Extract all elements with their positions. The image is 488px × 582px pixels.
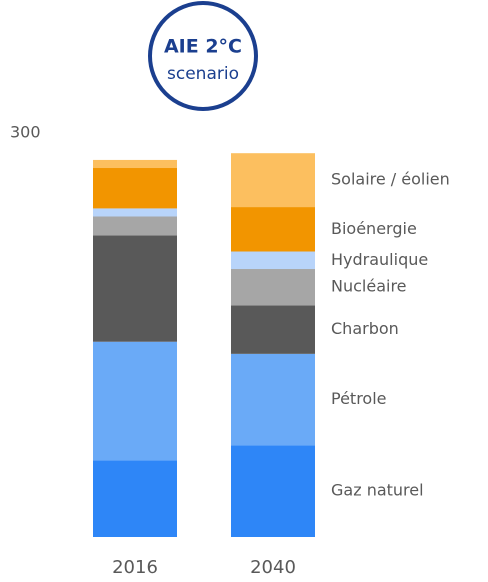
legend-label: Gaz naturel bbox=[331, 481, 424, 500]
bar-segment bbox=[93, 168, 177, 209]
bar-segment bbox=[93, 208, 177, 217]
legend-label: Pétrole bbox=[331, 389, 387, 408]
x-tick-label: 2016 bbox=[112, 557, 158, 578]
bar-segment bbox=[93, 216, 177, 236]
bar-segment bbox=[231, 251, 315, 270]
legend-label: Charbon bbox=[331, 319, 399, 338]
legend-label: Solaire / éolien bbox=[331, 170, 450, 189]
badge-subtitle: scenario bbox=[167, 64, 239, 84]
bar-segment bbox=[93, 341, 177, 461]
bar-segment bbox=[93, 235, 177, 342]
bar-segment bbox=[231, 445, 315, 537]
badge-circle bbox=[148, 1, 258, 111]
legend-label: Hydraulique bbox=[331, 250, 428, 269]
legend-label: Nucléaire bbox=[331, 277, 407, 296]
bar-segment bbox=[231, 269, 315, 306]
bar-segment bbox=[231, 153, 315, 208]
legend-label: Bioénergie bbox=[331, 219, 417, 238]
y-tick-label: 300 bbox=[10, 123, 41, 142]
x-tick-label: 2040 bbox=[250, 557, 296, 578]
bar-segment bbox=[93, 159, 177, 169]
bar-segment bbox=[231, 353, 315, 446]
badge-title: AIE 2°C bbox=[164, 36, 242, 58]
bar-segment bbox=[231, 305, 315, 354]
bar-segment bbox=[93, 460, 177, 537]
bar-segment bbox=[231, 207, 315, 252]
